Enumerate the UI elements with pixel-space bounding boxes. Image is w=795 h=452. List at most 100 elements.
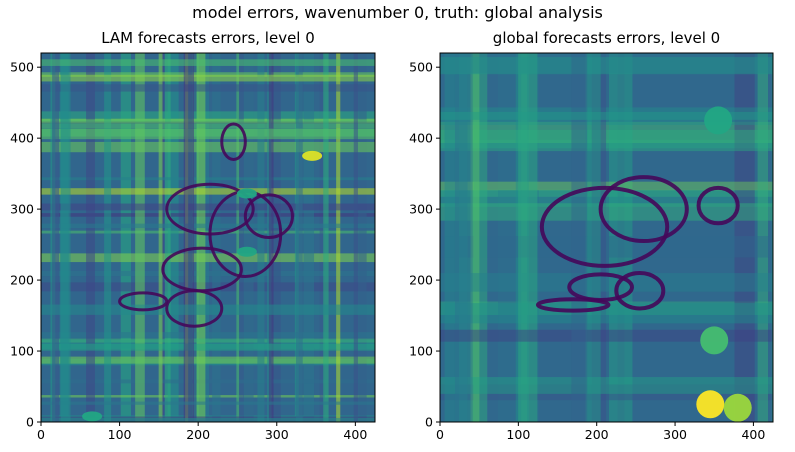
- heatmap-stripe: [41, 304, 375, 315]
- heatmap-stripe: [440, 303, 773, 324]
- contour-blob: [243, 193, 294, 239]
- heatmap-stripe: [237, 53, 244, 422]
- heatmap-stripe: [41, 84, 375, 92]
- heatmap-stripe: [757, 53, 769, 422]
- heatmap-stripe: [41, 111, 375, 122]
- heatmap-stripe: [86, 53, 95, 422]
- heatmap-stripe: [41, 128, 375, 140]
- heatmap-stripe: [440, 53, 773, 74]
- bright-spot: [723, 393, 752, 422]
- heatmap-stripe: [135, 53, 145, 422]
- heatmap-stripe: [120, 53, 131, 422]
- heatmap-stripe: [193, 53, 197, 422]
- contour-blob: [535, 297, 611, 313]
- x-tick-label: 100: [108, 427, 132, 442]
- bright-spot: [236, 188, 257, 199]
- heatmap-stripe: [303, 53, 315, 422]
- heatmap-stripe: [196, 53, 206, 422]
- heatmap-stripe: [212, 53, 221, 422]
- y-tick-label: 400: [409, 131, 433, 146]
- heatmap-stripe: [521, 53, 528, 422]
- heatmap-stripe: [41, 356, 375, 364]
- heatmap-panel-2: 0 100 200 300 400 0 100 200 300 400 500: [409, 52, 774, 442]
- heatmap-stripe: [41, 253, 375, 263]
- heatmap-stripe: [41, 119, 375, 129]
- heatmap-stripe: [459, 53, 474, 422]
- heatmap-stripe: [440, 107, 773, 125]
- contour-blob: [539, 185, 670, 268]
- right-panel-title: global forecasts errors, level 0: [492, 29, 721, 47]
- heatmap-stripe: [60, 53, 71, 422]
- heatmap-stripe: [440, 377, 773, 394]
- axes-frame: [439, 52, 774, 423]
- heatmap-stripe: [473, 53, 488, 422]
- left-panel-title: LAM forecasts errors, level 0: [101, 29, 315, 47]
- heatmap-stripe: [41, 213, 375, 217]
- heatmap-stripe: [440, 329, 773, 342]
- heatmap-stripe: [52, 53, 59, 422]
- x-tick-label: 200: [186, 427, 210, 442]
- heatmap-stripe: [440, 384, 773, 401]
- heatmap-stripe: [243, 53, 254, 422]
- heatmap-stripe: [323, 53, 329, 422]
- heatmap-stripe: [515, 53, 529, 422]
- heatmap-stripe: [319, 53, 325, 422]
- x-tick-label: 100: [506, 427, 530, 442]
- y-tick-label: 300: [409, 202, 433, 217]
- heatmap-stripe: [498, 53, 522, 422]
- x-tick-label: 0: [37, 427, 45, 442]
- heatmap-panel-1: 0 100 200 300 400 0 100 200 300 400 500: [10, 52, 376, 442]
- x-tick-label: 300: [663, 427, 687, 442]
- heatmap-stripe: [444, 53, 468, 422]
- contour-blob: [696, 185, 740, 226]
- heatmap-stripe: [41, 72, 375, 77]
- heatmap-stripe: [440, 189, 773, 207]
- heatmap-stripe: [336, 53, 341, 422]
- heatmap-stripe: [440, 273, 773, 292]
- heatmap-stripe: [41, 343, 375, 351]
- heatmap-stripe: [158, 53, 163, 422]
- bright-spot: [700, 326, 729, 355]
- heatmap-stripe: [734, 53, 755, 422]
- bright-spot: [82, 411, 103, 422]
- y-tick-label: 300: [10, 202, 34, 217]
- heatmap-field: [41, 53, 375, 422]
- heatmap-stripe: [41, 230, 375, 234]
- heatmap-stripe: [41, 418, 375, 422]
- bright-spot: [236, 246, 257, 257]
- heatmap-stripe: [41, 188, 375, 195]
- heatmap-stripe: [41, 338, 375, 343]
- heatmap-stripe: [41, 74, 375, 82]
- heatmap-stripe: [41, 282, 375, 292]
- heatmap-stripe: [771, 53, 773, 422]
- heatmap-stripe: [440, 57, 773, 75]
- bright-spot: [696, 390, 725, 419]
- contour-blob: [598, 175, 689, 244]
- heatmap-stripe: [353, 53, 358, 422]
- heatmap-field: [440, 53, 773, 422]
- heatmap-stripe: [585, 53, 601, 422]
- heatmap-stripe: [295, 53, 303, 422]
- x-tick-label: 400: [741, 427, 765, 442]
- heatmap-stripe: [41, 270, 375, 277]
- heatmap-stripe: [41, 59, 375, 66]
- heatmap-stripe: [41, 223, 375, 229]
- heatmap-stripe: [591, 53, 607, 422]
- heatmap-stripe: [236, 53, 240, 422]
- x-tick-label: 200: [585, 427, 609, 442]
- y-tick-label: 500: [409, 60, 433, 75]
- heatmap-stripe: [41, 332, 375, 338]
- heatmap-stripe: [41, 141, 375, 153]
- contour-blob: [118, 291, 169, 312]
- y-tick-label: 200: [409, 273, 433, 288]
- heatmap-stripe: [167, 53, 179, 422]
- contour-blob: [220, 122, 247, 161]
- heatmap-stripe: [41, 401, 375, 405]
- y-tick-label: 400: [10, 131, 34, 146]
- heatmap-stripe: [161, 53, 165, 422]
- heatmap-stripe: [440, 139, 773, 149]
- heatmap-stripe: [454, 53, 473, 422]
- y-tick-label: 500: [10, 60, 34, 75]
- heatmap-stripe: [440, 111, 773, 120]
- heatmap-stripe: [571, 53, 588, 422]
